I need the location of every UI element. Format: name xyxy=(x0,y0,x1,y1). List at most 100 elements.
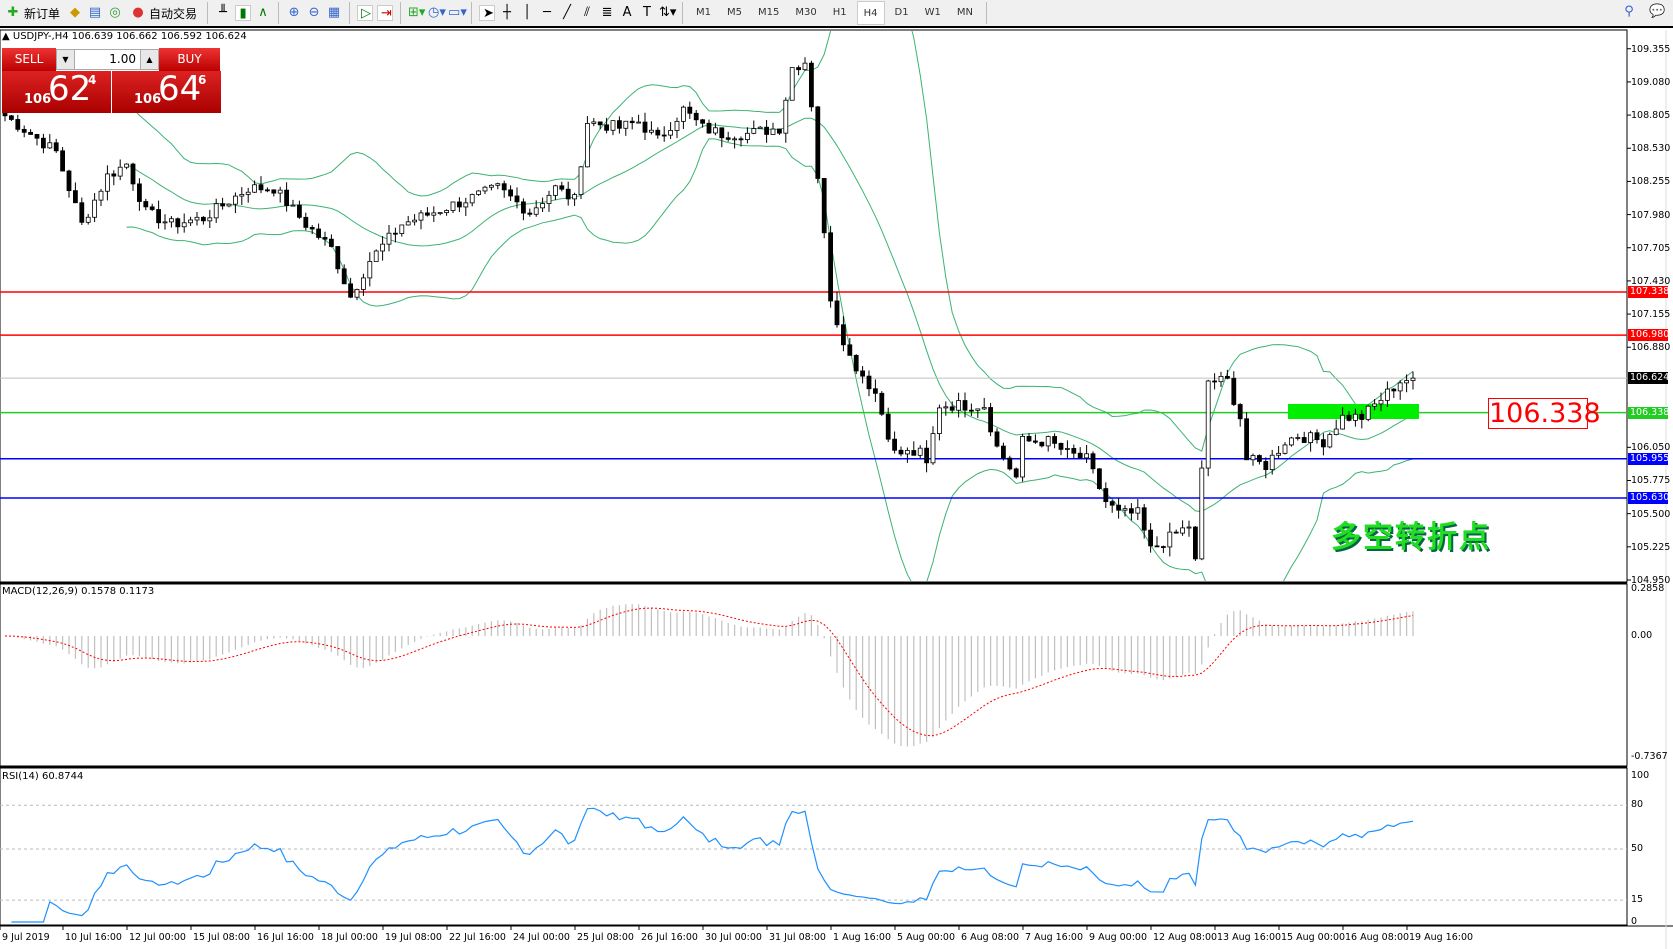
bull-candle xyxy=(1276,452,1281,456)
auto-trading-button[interactable]: ● 自动交易 xyxy=(127,1,200,25)
sell-price[interactable]: 106 62 4 xyxy=(2,69,111,113)
zoom-out-icon[interactable]: ⊖ xyxy=(308,5,320,20)
bear-candle xyxy=(949,406,955,411)
bear-candle xyxy=(866,375,872,390)
search-icon[interactable]: ⚲ xyxy=(1624,4,1634,19)
bull-candle xyxy=(1122,508,1128,511)
auto-scroll-icon[interactable]: ▷ xyxy=(357,5,374,21)
buy-button[interactable]: BUY xyxy=(159,48,220,71)
cursor-icon[interactable]: ➤ xyxy=(479,5,496,21)
bull-candle xyxy=(783,99,789,134)
bull-candle xyxy=(1289,437,1294,446)
lot-increase-button[interactable]: ▲ xyxy=(140,50,158,69)
fibonacci-icon[interactable]: ≣ xyxy=(601,5,613,20)
rsi-pane xyxy=(0,767,1628,926)
price-axis-label: 107.430 xyxy=(1631,275,1671,287)
vertical-line-icon[interactable]: │ xyxy=(523,5,531,20)
bar-chart-icon[interactable]: ╨ xyxy=(219,5,227,20)
bull-candle xyxy=(1378,399,1384,405)
bear-candle xyxy=(136,183,142,202)
timeframe-m1[interactable]: M1 xyxy=(696,7,712,18)
market-watch-icon[interactable]: ◆ xyxy=(70,5,81,20)
timeframe-w1[interactable]: W1 xyxy=(924,7,941,18)
arrows-icon[interactable]: ⇅▾ xyxy=(659,5,677,20)
time-axis-label: 16 Aug 08:00 xyxy=(1345,932,1410,943)
bear-candle xyxy=(1109,501,1115,506)
periods-icon[interactable]: ◷▾ xyxy=(428,5,446,20)
text-icon[interactable]: A xyxy=(622,5,632,20)
tile-windows-icon[interactable]: ▦ xyxy=(327,5,341,20)
bull-candle xyxy=(1282,444,1288,454)
price-axis-label: 108.805 xyxy=(1631,110,1671,122)
bull-candle xyxy=(463,202,469,208)
bull-candle xyxy=(380,243,386,252)
data-window-icon[interactable]: ▤ xyxy=(88,5,102,20)
bear-candle xyxy=(879,392,885,415)
bull-candle xyxy=(354,289,360,298)
bull-candle xyxy=(469,194,475,204)
signal-icon[interactable]: ◎ xyxy=(109,5,121,20)
price-level-tag: 105.955 xyxy=(1628,452,1670,465)
rsi-line xyxy=(11,807,1414,923)
bull-candle xyxy=(668,130,673,136)
indicators-icon[interactable]: ⊞▾ xyxy=(408,5,426,20)
time-axis-label: 16 Jul 16:00 xyxy=(257,932,314,943)
lot-size-input[interactable]: ▼ 1.00 ▲ xyxy=(56,49,159,70)
bear-candle xyxy=(1090,453,1096,470)
price-axis-label: 106.050 xyxy=(1631,442,1671,454)
timeframe-m15[interactable]: M15 xyxy=(758,7,780,18)
rsi-axis-label: 50 xyxy=(1631,843,1644,854)
bear-candle xyxy=(521,201,526,214)
timeframe-mn[interactable]: MN xyxy=(956,7,973,18)
separator xyxy=(471,2,473,24)
bull-candle xyxy=(1020,436,1025,478)
bull-candle xyxy=(437,212,443,214)
bull-candle xyxy=(1205,380,1211,469)
bear-candle xyxy=(559,185,565,190)
bull-candle xyxy=(1340,414,1345,430)
bear-candle xyxy=(28,131,34,135)
timeframe-m5[interactable]: M5 xyxy=(727,7,743,18)
timeframe-h1[interactable]: H1 xyxy=(832,7,847,18)
bear-candle xyxy=(111,173,117,177)
bear-candle xyxy=(1129,508,1134,514)
chat-icon[interactable]: 💬 xyxy=(1649,4,1666,19)
timeframe-h4[interactable]: H4 xyxy=(856,1,885,25)
timeframe-m30[interactable]: M30 xyxy=(795,7,817,18)
trendline-icon[interactable]: ╱ xyxy=(563,5,571,20)
bear-candle xyxy=(328,238,334,247)
bear-candle xyxy=(661,134,667,137)
crosshair-icon[interactable]: ┼ xyxy=(503,5,511,20)
bear-candle xyxy=(15,119,21,130)
lot-decrease-button[interactable]: ▼ xyxy=(57,50,75,69)
horizontal-line-icon[interactable]: ─ xyxy=(543,5,551,20)
text-label-icon[interactable]: T xyxy=(643,5,651,20)
lot-value[interactable]: 1.00 xyxy=(109,52,136,66)
templates-icon[interactable]: ▭▾ xyxy=(448,5,467,20)
new-order-button[interactable]: ✚ 新订单 xyxy=(2,1,63,25)
bull-candle xyxy=(540,203,545,209)
line-chart-icon[interactable]: ∧ xyxy=(258,5,268,20)
timeframe-d1[interactable]: D1 xyxy=(894,7,909,18)
price-axis-label: 107.155 xyxy=(1631,309,1671,321)
bear-candle xyxy=(1359,413,1365,420)
candlestick-icon[interactable]: ▮ xyxy=(235,5,252,21)
sell-button[interactable]: SELL xyxy=(2,48,56,71)
bull-candle xyxy=(386,232,392,245)
bull-candle xyxy=(757,126,763,129)
separator xyxy=(985,2,987,24)
equidistant-channel-icon[interactable]: ⫽ xyxy=(584,5,590,20)
bear-candle xyxy=(335,246,341,270)
bear-candle xyxy=(296,204,302,218)
bull-candle xyxy=(1333,428,1339,436)
chart-shift-icon[interactable]: ⇥ xyxy=(377,5,394,21)
bull-candle xyxy=(623,120,629,129)
bear-candle xyxy=(706,122,712,134)
zoom-in-icon[interactable]: ⊕ xyxy=(288,5,300,20)
support-level-label[interactable]: 106.338 xyxy=(1488,398,1601,429)
rsi-axis-label: 0 xyxy=(1631,916,1638,927)
bear-candle xyxy=(1116,504,1121,511)
buy-price[interactable]: 106 64 6 xyxy=(112,69,221,113)
annotation-text[interactable]: 多空转折点 xyxy=(1331,520,1491,555)
